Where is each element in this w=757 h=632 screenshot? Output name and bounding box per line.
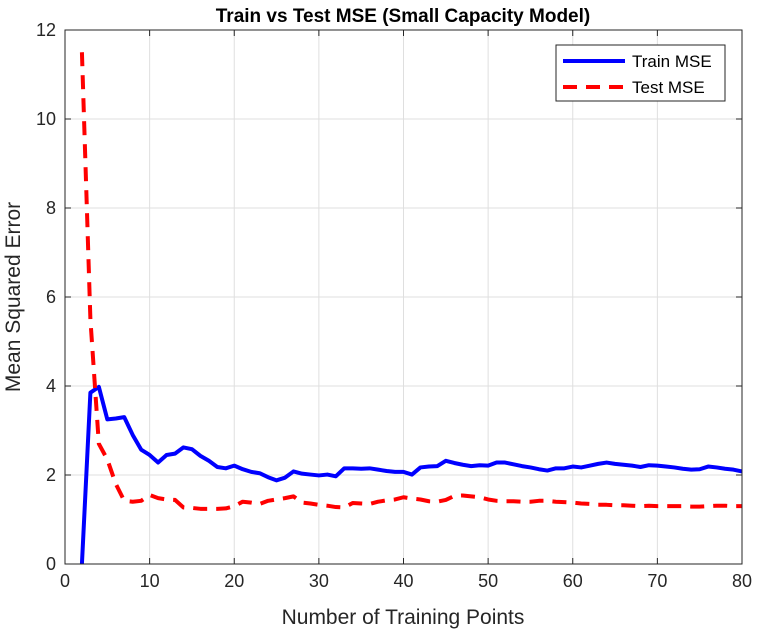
y-tick-label: 6: [46, 287, 56, 307]
chart-title: Train vs Test MSE (Small Capacity Model): [216, 6, 590, 27]
x-tick-label: 20: [224, 571, 244, 591]
legend-label-train-mse: Train MSE: [632, 52, 712, 71]
x-tick-label: 60: [563, 571, 583, 591]
x-tick-label: 10: [140, 571, 160, 591]
x-axis-label: Number of Training Points: [282, 606, 525, 629]
axis-tick-labels: 0 10 20 30 40 50 60 70 80 0 2 4 6 8 10 12: [36, 20, 752, 591]
series-line-test-mse: [79, 52, 742, 511]
y-tick-label: 8: [46, 198, 56, 218]
y-tick-label: 10: [36, 109, 56, 129]
legend-label-test-mse: Test MSE: [632, 78, 705, 97]
series-layer: [79, 52, 743, 565]
x-tick-label: 80: [732, 571, 752, 591]
y-tick-label: 4: [46, 376, 56, 396]
legend: Train MSE Test MSE: [555, 44, 726, 102]
y-tick-label: 12: [36, 20, 56, 40]
y-axis-label: Mean Squared Error: [2, 202, 25, 392]
series-line-train-mse: [79, 384, 743, 565]
y-tick-label: 0: [46, 554, 56, 574]
y-tick-label: 2: [46, 465, 56, 485]
x-tick-label: 0: [60, 571, 70, 591]
x-tick-label: 50: [478, 571, 498, 591]
x-tick-label: 70: [647, 571, 667, 591]
x-tick-label: 40: [393, 571, 413, 591]
legend-box: [555, 44, 726, 102]
axis-ticks: [64, 29, 743, 565]
x-tick-label: 30: [309, 571, 329, 591]
